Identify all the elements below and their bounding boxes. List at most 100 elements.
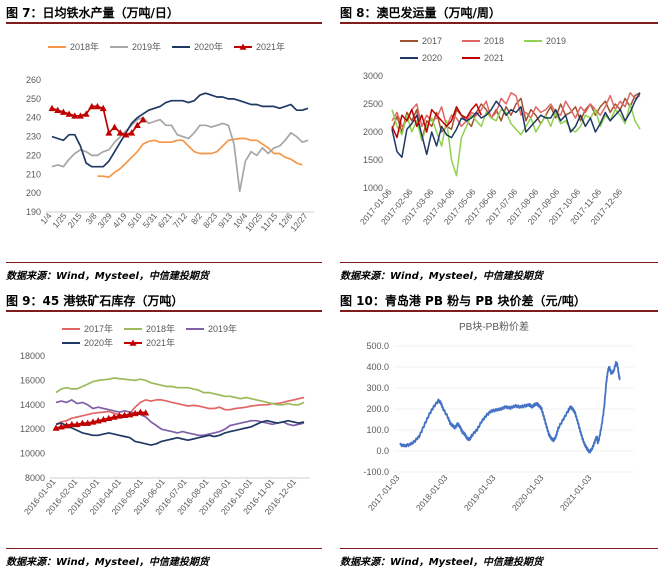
c10-y-tick-label: 0.0 xyxy=(376,446,389,456)
c8-y-tick-label: 2500 xyxy=(363,99,383,109)
c7-y-tick-label: 240 xyxy=(26,113,41,123)
c9-series-marker xyxy=(115,412,123,419)
chart-title-8: 图 8：澳巴发运量（万吨/周） xyxy=(340,4,658,24)
c7-series-marker xyxy=(65,110,73,117)
c10-y-tick-label: 200.0 xyxy=(366,404,389,414)
c8-series-line xyxy=(391,92,641,128)
c7-series-marker xyxy=(88,102,96,110)
c9-legend-label: 2017年 xyxy=(84,323,113,334)
c8-legend-label: 2017 xyxy=(422,36,442,46)
c9-series-marker xyxy=(126,411,134,418)
c9-series-marker xyxy=(63,422,71,429)
c9-series-marker xyxy=(78,419,86,426)
c7-y-tick-label: 250 xyxy=(26,94,41,104)
chart-aus-brazil-shipments: 2017 2018 2019 2020 2021 1000 1500 2000 2500 3000… xyxy=(358,36,641,227)
c9-y-tick-label: 14000 xyxy=(20,400,45,410)
chart-pb-spread: PB块-PB粉价差 -100.0 0.0 100.0 200.0 300.0 400.0 50… xyxy=(363,320,634,513)
c10-y-tick-label: 500.0 xyxy=(366,341,389,351)
c7-x-tick-label: 4/19 xyxy=(111,211,129,230)
source-note-9: 数据来源：Wind，Mysteel，中信建投期货 xyxy=(6,548,322,568)
c8-y-tick-label: 3000 xyxy=(363,71,383,81)
c7-x-tick-label: 2/15 xyxy=(65,211,83,230)
c10-y-tick-label: 400.0 xyxy=(366,362,389,372)
c8-y-tick-label: 1500 xyxy=(363,155,383,165)
c9-series-marker xyxy=(57,423,65,430)
c9-legend-label: 2018年 xyxy=(146,323,175,334)
c9-series-marker xyxy=(84,419,92,426)
c9-series-marker xyxy=(105,414,113,422)
c8-series-line xyxy=(391,92,641,158)
c9-series-marker xyxy=(136,408,144,415)
c10-series-line xyxy=(399,360,621,454)
c7-series-marker xyxy=(111,123,119,130)
c7-legend-label: 2021年 xyxy=(256,41,285,52)
panel-aus-brazil-shipments: 图 8：澳巴发运量（万吨/周） 2017 2018 2019 2020 2021 1000… xyxy=(340,4,658,282)
c7-legend-label: 2019年 xyxy=(132,41,161,52)
c7-x-tick-label: 1/25 xyxy=(50,211,68,230)
c7-series-marker xyxy=(54,106,62,113)
c7-y-tick-label: 190 xyxy=(26,207,41,217)
c7-series-line xyxy=(97,137,303,178)
c7-x-tick-label: 5/10 xyxy=(126,211,144,230)
c9-series-line xyxy=(55,419,305,446)
c7-series-marker xyxy=(116,129,124,136)
c7-series-marker xyxy=(82,110,90,117)
c8-y-tick-label: 1000 xyxy=(363,183,383,193)
c8-legend-label: 2021 xyxy=(484,53,504,63)
c7-x-tick-label: 12/27 xyxy=(288,211,310,234)
c8-legend-label: 2018 xyxy=(484,36,504,46)
c7-y-tick-label: 200 xyxy=(26,188,41,198)
c7-series-marker xyxy=(71,112,79,119)
chart-port-inventory: 2017年 2018年 2019年 2020年 2021年 8000 10000 12000 1… xyxy=(20,323,310,517)
c10-x-tick-label: 2018-01-03 xyxy=(414,473,450,513)
chart-title-7: 图 7：日均铁水产量（万吨/日） xyxy=(6,4,322,24)
c9-series-marker xyxy=(73,420,81,428)
c9-series-line xyxy=(55,396,305,426)
c7-series-marker xyxy=(122,131,130,138)
c9-series-marker xyxy=(99,415,107,423)
c9-y-tick-label: 16000 xyxy=(20,375,45,385)
c7-legend-label: 2020年 xyxy=(194,41,223,52)
panel-port-inventory: 图 9：45 港铁矿石库存（万吨） 2017年 2018年 2019年 2020年 20… xyxy=(6,292,322,568)
c8-legend-label: 2020 xyxy=(422,53,442,63)
c8-legend-label: 2019 xyxy=(546,36,566,46)
c7-series-marker xyxy=(128,129,136,136)
c8-series-line xyxy=(391,103,641,177)
c7-x-tick-label: 9/13 xyxy=(216,211,234,230)
c7-x-tick-label: 6/21 xyxy=(156,211,174,230)
c7-series-marker xyxy=(94,102,102,110)
c9-legend-label: 2021年 xyxy=(146,337,175,348)
c10-x-tick-label: 2019-01-03 xyxy=(462,473,498,513)
c7-x-tick-label: 8/23 xyxy=(201,211,219,230)
c7-legend-marker xyxy=(239,43,247,50)
c9-series-marker xyxy=(110,413,118,420)
c9-series-marker xyxy=(131,409,139,417)
c7-series-marker xyxy=(48,104,56,112)
c9-series-marker xyxy=(142,409,150,416)
c8-y-tick-label: 2000 xyxy=(363,127,383,137)
c9-series-line xyxy=(55,377,305,406)
c7-y-tick-label: 260 xyxy=(26,75,41,85)
c10-y-tick-label: 100.0 xyxy=(366,425,389,435)
c7-y-tick-label: 220 xyxy=(26,150,41,160)
source-note-8: 数据来源：Wind，Mysteel，中信建投期货 xyxy=(340,262,658,282)
c7-series-marker xyxy=(133,121,141,129)
c9-series-marker xyxy=(52,424,60,431)
c7-x-tick-label: 3/29 xyxy=(95,211,113,230)
c9-series-marker xyxy=(68,420,76,428)
source-note-7: 数据来源：Wind，Mysteel，中信建投期货 xyxy=(6,262,322,282)
c7-x-tick-label: 5/31 xyxy=(141,211,159,230)
c7-series-line xyxy=(51,92,309,168)
c10-x-tick-label: 2020-01-03 xyxy=(510,473,546,513)
c10-y-tick-label: 300.0 xyxy=(366,383,389,393)
c9-series-marker xyxy=(89,418,97,425)
c9-y-tick-label: 18000 xyxy=(20,351,45,361)
c8-series-line xyxy=(391,103,482,139)
c10-chart-title: PB块-PB粉价差 xyxy=(459,320,529,333)
c9-series-marker xyxy=(94,417,102,424)
c7-series-marker xyxy=(105,129,113,136)
c10-x-tick-label: 2021-01-03 xyxy=(558,473,594,513)
c7-series-marker xyxy=(139,116,147,123)
panel-hot-metal-output: 图 7：日均铁水产量（万吨/日） 2018年 2019年 2020年 2021年 190… xyxy=(6,4,322,282)
c9-y-tick-label: 12000 xyxy=(20,424,45,434)
